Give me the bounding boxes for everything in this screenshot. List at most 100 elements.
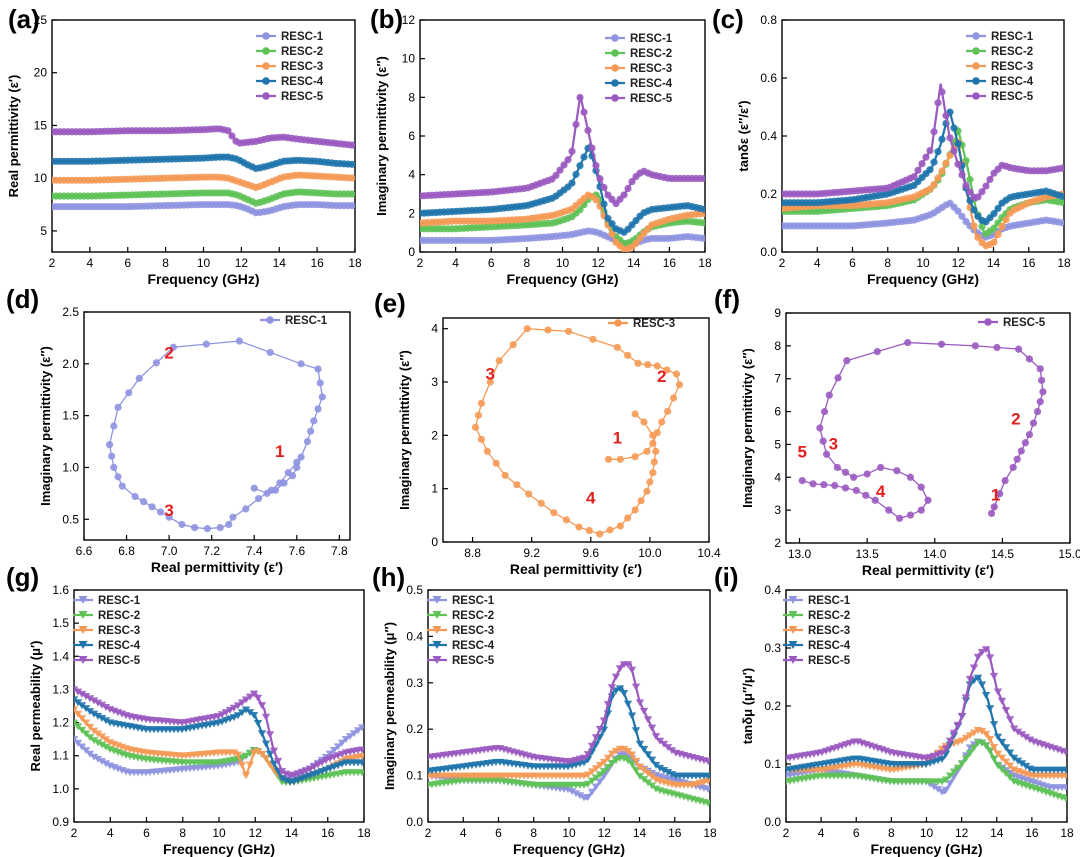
data-point: [986, 175, 994, 184]
data-point: [110, 422, 118, 430]
y-tick-label: 0: [431, 535, 438, 549]
data-point: [930, 181, 938, 189]
panel-label: (g): [6, 562, 39, 592]
data-point: [576, 162, 584, 170]
data-point: [639, 707, 649, 715]
data-point: [603, 754, 613, 762]
x-tick-label: 18: [698, 256, 712, 270]
region-annotation: 4: [876, 482, 886, 501]
data-point: [233, 712, 243, 720]
data-point: [277, 768, 287, 776]
data-point: [1036, 398, 1044, 406]
data-point: [575, 792, 585, 800]
data-point: [523, 325, 531, 333]
data-point: [910, 173, 918, 181]
data-point: [669, 394, 678, 402]
data-point: [644, 361, 652, 369]
y-tick-label: 0.2: [760, 187, 777, 201]
data-point: [562, 516, 570, 524]
data-point: [1021, 762, 1031, 770]
data-point: [579, 759, 589, 767]
data-point: [595, 771, 605, 779]
x-tick-label: 14: [990, 826, 1004, 840]
x-tick-label: 4: [107, 826, 114, 840]
data-point: [74, 739, 83, 747]
legend-label: RESC-1: [452, 595, 495, 607]
data-point: [646, 478, 654, 486]
plot-area: [428, 661, 710, 807]
panel-label: (b): [370, 4, 403, 34]
y-axis-label: Imaginary permittivity (ε″): [740, 348, 755, 508]
legend-label: RESC-4: [630, 78, 673, 90]
data-point: [703, 772, 710, 780]
data-point: [631, 506, 639, 514]
data-point: [635, 740, 645, 748]
x-tick-label: 10: [197, 256, 211, 270]
data-point: [202, 340, 210, 348]
data-point: [651, 761, 661, 769]
data-point: [269, 760, 279, 768]
data-point: [798, 476, 806, 485]
data-point: [647, 724, 657, 732]
x-tick-label: 6: [849, 256, 856, 270]
legend-label: RESC-3: [452, 625, 494, 637]
x-tick-label: 12: [249, 826, 263, 840]
x-tick-label: 12: [598, 826, 612, 840]
data-point: [575, 523, 583, 531]
y-tick-label: 3: [431, 375, 438, 389]
data-point: [1025, 430, 1034, 439]
data-point: [568, 147, 576, 155]
legend-label: RESC-2: [452, 610, 494, 622]
data-point: [1058, 198, 1064, 206]
data-point: [643, 751, 653, 759]
data-point: [1061, 784, 1067, 792]
data-point: [841, 468, 850, 476]
data-point: [110, 463, 118, 472]
data-point: [977, 648, 987, 656]
legend-label: RESC-1: [285, 315, 328, 327]
data-point: [942, 159, 950, 167]
data-point: [477, 435, 486, 443]
data-point: [1021, 733, 1031, 741]
series-resc-5: [798, 338, 1047, 522]
data-point: [317, 759, 327, 767]
data-point: [225, 706, 235, 714]
data-point: [961, 734, 971, 742]
x-tick-label: 14: [627, 256, 641, 270]
data-point: [101, 743, 111, 751]
x-tick-label: 8.8: [464, 546, 481, 560]
data-point: [982, 182, 990, 190]
y-tick-label: 7: [774, 372, 781, 386]
x-tick-label: 12: [235, 256, 249, 270]
data-point: [169, 343, 177, 351]
data-point: [627, 760, 637, 768]
data-point: [592, 161, 600, 170]
data-point: [640, 418, 648, 426]
data-point: [1036, 365, 1044, 373]
data-point: [965, 681, 975, 689]
legend-marker: [432, 626, 442, 634]
legend-marker: [611, 94, 619, 102]
data-point: [265, 731, 275, 739]
data-point: [1005, 762, 1015, 770]
data-point: [615, 685, 625, 693]
x-tick-label: 14: [285, 826, 299, 840]
data-point: [703, 758, 710, 766]
data-point: [254, 494, 263, 503]
legend-marker: [611, 49, 619, 57]
data-point: [786, 766, 791, 774]
data-point: [233, 702, 243, 710]
data-point: [954, 207, 962, 215]
data-point: [74, 710, 83, 718]
data-point: [85, 734, 95, 742]
data-point: [118, 482, 126, 490]
data-point: [970, 222, 978, 230]
y-tick-label: 6: [774, 405, 781, 419]
data-point: [579, 754, 589, 762]
y-tick-label: 2: [408, 206, 415, 220]
legend-marker: [984, 318, 992, 326]
legend-marker: [266, 316, 274, 324]
data-point: [608, 220, 616, 228]
legend-label: RESC-2: [98, 610, 140, 622]
data-point: [583, 751, 593, 759]
